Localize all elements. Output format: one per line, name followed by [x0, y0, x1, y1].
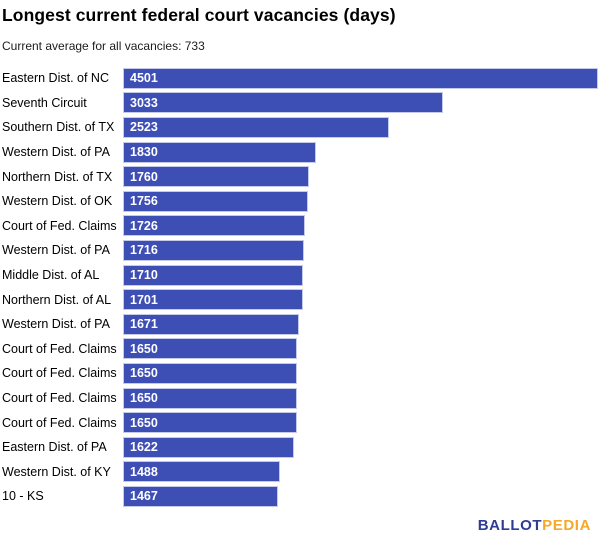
- bar-chart: Eastern Dist. of NC 4501 Seventh Circuit 30…: [0, 66, 600, 509]
- bar: 1622: [123, 436, 295, 458]
- chart-row: Court of Fed. Claims 1650: [0, 410, 600, 435]
- category-label: Northern Dist. of TX: [2, 169, 113, 184]
- category-label: Western Dist. of PA: [2, 243, 110, 258]
- bar-value-label: 1756: [130, 194, 158, 209]
- bar-track: 1671: [123, 313, 598, 335]
- bar-value-label: 1467: [130, 489, 158, 504]
- bar-value-label: 1830: [130, 145, 158, 160]
- bar: 1716: [123, 239, 305, 261]
- bar-track: 1710: [123, 264, 598, 286]
- chart-row: Western Dist. of OK 1756: [0, 189, 600, 214]
- bar-track: 1760: [123, 166, 598, 188]
- category-label: 10 - KS: [2, 489, 44, 504]
- bar-track: 1756: [123, 190, 598, 212]
- chart-row: Western Dist. of PA 1830: [0, 140, 600, 165]
- bar: 2523: [123, 116, 390, 138]
- chart-row: Western Dist. of KY 1488: [0, 460, 600, 485]
- bar: 1650: [123, 412, 298, 434]
- bar: 1650: [123, 338, 298, 360]
- bar: 1488: [123, 461, 281, 483]
- chart-row: Court of Fed. Claims 1650: [0, 361, 600, 386]
- bar: 1671: [123, 313, 300, 335]
- category-label: Western Dist. of PA: [2, 317, 110, 332]
- chart-row: Eastern Dist. of PA 1622: [0, 435, 600, 460]
- bar-track: 1726: [123, 215, 598, 237]
- bar-value-label: 2523: [130, 120, 158, 135]
- category-label: Court of Fed. Claims: [2, 341, 117, 356]
- footer: BALLOTPEDIA: [478, 517, 591, 534]
- bar-track: 1622: [123, 436, 598, 458]
- bar: 1726: [123, 215, 306, 237]
- bar-track: 1701: [123, 289, 598, 311]
- bar-track: 1650: [123, 338, 598, 360]
- category-label: Eastern Dist. of PA: [2, 440, 107, 455]
- category-label: Western Dist. of OK: [2, 194, 113, 209]
- bar-value-label: 1650: [130, 366, 158, 381]
- bar-track: 1650: [123, 412, 598, 434]
- chart-title: Longest current federal court vacancies …: [2, 5, 396, 25]
- category-label: Western Dist. of KY: [2, 464, 111, 479]
- bar-track: 3033: [123, 92, 598, 114]
- bar-value-label: 1726: [130, 218, 158, 233]
- category-label: Court of Fed. Claims: [2, 366, 117, 381]
- chart-row: Middle Dist. of AL 1710: [0, 263, 600, 288]
- logo-ballot-text: BALLOT: [477, 517, 543, 534]
- chart-row: Eastern Dist. of NC 4501: [0, 66, 600, 91]
- chart-row: Court of Fed. Claims 1650: [0, 386, 600, 411]
- bar-value-label: 1701: [130, 292, 158, 307]
- bar-track: 4501: [123, 67, 598, 89]
- category-label: Court of Fed. Claims: [2, 415, 117, 430]
- bar-track: 1467: [123, 485, 598, 507]
- category-label: Northern Dist. of AL: [2, 292, 112, 307]
- bar-track: 1650: [123, 387, 598, 409]
- category-label: Seventh Circuit: [2, 95, 87, 110]
- category-label: Eastern Dist. of NC: [2, 71, 109, 86]
- chart-row: Southern Dist. of TX 2523: [0, 115, 600, 140]
- chart-row: Northern Dist. of TX 1760: [0, 164, 600, 189]
- bar-value-label: 4501: [130, 71, 158, 86]
- bar: 1650: [123, 387, 298, 409]
- chart-row: 10 - KS 1467: [0, 484, 600, 509]
- chart-subtitle: Current average for all vacancies: 733: [2, 39, 205, 53]
- bar: 1830: [123, 141, 317, 163]
- bar-track: 1650: [123, 362, 598, 384]
- bar: 3033: [123, 92, 444, 114]
- bar-track: 1716: [123, 239, 598, 261]
- bar-track: 1830: [123, 141, 598, 163]
- bar-value-label: 1650: [130, 415, 158, 430]
- bar-value-label: 1716: [130, 243, 158, 258]
- chart-row: Court of Fed. Claims 1726: [0, 214, 600, 239]
- bar: 1760: [123, 166, 309, 188]
- bar-value-label: 1760: [130, 169, 158, 184]
- category-label: Southern Dist. of TX: [2, 120, 115, 135]
- bar-track: 1488: [123, 461, 598, 483]
- bar-value-label: 1671: [130, 317, 158, 332]
- chart-row: Court of Fed. Claims 1650: [0, 337, 600, 362]
- category-label: Western Dist. of PA: [2, 145, 110, 160]
- category-label: Middle Dist. of AL: [2, 268, 100, 283]
- category-label: Court of Fed. Claims: [2, 218, 117, 233]
- bar: 1710: [123, 264, 304, 286]
- bar-value-label: 1710: [130, 268, 158, 283]
- bar-value-label: 3033: [130, 95, 158, 110]
- chart-row: Western Dist. of PA 1716: [0, 238, 600, 263]
- chart-row: Northern Dist. of AL 1701: [0, 287, 600, 312]
- logo-pedia-text: PEDIA: [542, 517, 591, 534]
- category-label: Court of Fed. Claims: [2, 391, 117, 406]
- bar: 1650: [123, 362, 298, 384]
- bar: 1756: [123, 190, 309, 212]
- bar-track: 2523: [123, 116, 598, 138]
- bar-value-label: 1650: [130, 341, 158, 356]
- bar: 4501: [123, 67, 598, 89]
- chart-row: Western Dist. of PA 1671: [0, 312, 600, 337]
- bar-value-label: 1622: [130, 440, 158, 455]
- chart-row: Seventh Circuit 3033: [0, 91, 600, 116]
- bar-value-label: 1650: [130, 391, 158, 406]
- bar: 1467: [123, 485, 278, 507]
- ballotpedia-logo: BALLOTPEDIA: [478, 517, 591, 534]
- bar: 1701: [123, 289, 303, 311]
- bar-value-label: 1488: [130, 464, 158, 479]
